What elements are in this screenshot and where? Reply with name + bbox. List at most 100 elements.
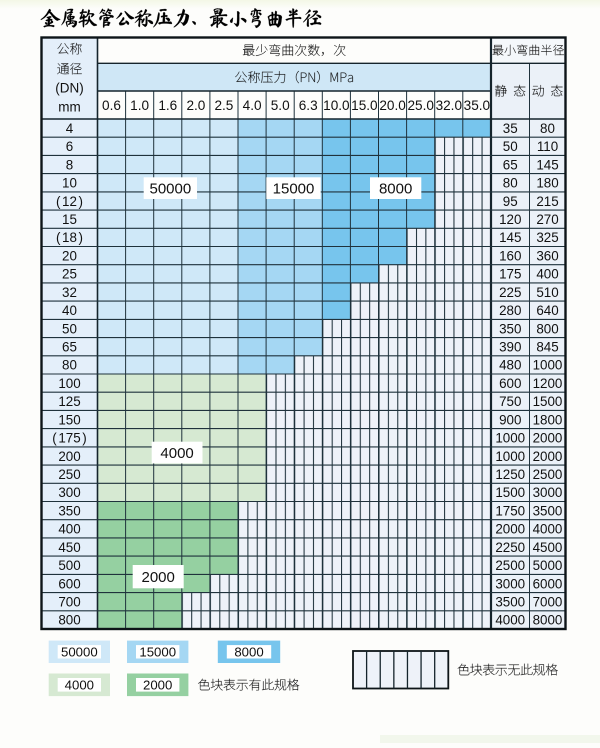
svg-text:1200: 1200 xyxy=(533,376,563,391)
svg-text:15000: 15000 xyxy=(273,180,315,197)
svg-text:50: 50 xyxy=(62,321,77,336)
svg-text:3000: 3000 xyxy=(533,485,563,500)
svg-text:800: 800 xyxy=(536,321,558,336)
svg-text:20: 20 xyxy=(62,248,77,263)
svg-text:6.3: 6.3 xyxy=(299,98,318,113)
svg-text:350: 350 xyxy=(58,503,80,518)
svg-text:150: 150 xyxy=(58,412,80,427)
svg-text:4: 4 xyxy=(66,121,74,136)
svg-text:1000: 1000 xyxy=(533,358,563,373)
svg-text:280: 280 xyxy=(499,303,521,318)
svg-text:50000: 50000 xyxy=(149,180,191,197)
svg-text:6: 6 xyxy=(66,139,73,154)
svg-text:900: 900 xyxy=(499,412,521,427)
svg-text:225: 225 xyxy=(499,285,521,300)
svg-text:110: 110 xyxy=(537,139,558,154)
svg-text:7000: 7000 xyxy=(533,595,563,610)
svg-text:5.0: 5.0 xyxy=(271,98,290,113)
svg-text:400: 400 xyxy=(536,267,558,282)
svg-text:800: 800 xyxy=(58,613,80,628)
svg-text:845: 845 xyxy=(536,340,558,355)
svg-text:35.0: 35.0 xyxy=(464,98,491,113)
svg-text:50000: 50000 xyxy=(61,645,98,660)
svg-text:1500: 1500 xyxy=(533,394,563,409)
svg-text:8000: 8000 xyxy=(234,645,263,660)
svg-text:640: 640 xyxy=(536,303,558,318)
svg-text:120: 120 xyxy=(499,212,521,227)
svg-text:360: 360 xyxy=(536,248,558,263)
svg-text:8000: 8000 xyxy=(533,613,563,628)
svg-text:(12): (12) xyxy=(56,194,83,209)
svg-text:80: 80 xyxy=(540,121,555,136)
svg-text:10.0: 10.0 xyxy=(323,98,350,113)
svg-text:215: 215 xyxy=(536,194,558,209)
svg-text:300: 300 xyxy=(58,485,80,500)
svg-text:2500: 2500 xyxy=(533,467,563,482)
svg-text:25.0: 25.0 xyxy=(407,98,434,113)
svg-text:8000: 8000 xyxy=(379,180,412,197)
svg-text:32.0: 32.0 xyxy=(436,98,463,113)
svg-text:4000: 4000 xyxy=(533,522,563,537)
svg-text:1000: 1000 xyxy=(495,431,525,446)
svg-text:1250: 1250 xyxy=(495,467,525,482)
svg-text:1800: 1800 xyxy=(533,412,563,427)
svg-text:145: 145 xyxy=(499,230,521,245)
svg-text:2000: 2000 xyxy=(533,449,563,464)
svg-text:95: 95 xyxy=(503,194,518,209)
svg-text:325: 325 xyxy=(536,230,558,245)
svg-text:3000: 3000 xyxy=(495,576,525,591)
svg-text:400: 400 xyxy=(58,522,80,537)
svg-text:4000: 4000 xyxy=(160,445,193,462)
svg-text:8: 8 xyxy=(66,157,73,172)
svg-text:145: 145 xyxy=(536,157,558,172)
svg-text:4000: 4000 xyxy=(65,678,94,693)
svg-text:480: 480 xyxy=(499,358,521,373)
svg-text:5000: 5000 xyxy=(533,558,563,573)
svg-text:4.0: 4.0 xyxy=(243,98,262,113)
svg-text:35: 35 xyxy=(503,121,518,136)
svg-text:6000: 6000 xyxy=(533,576,563,591)
svg-text:3500: 3500 xyxy=(495,595,525,610)
svg-text:15.0: 15.0 xyxy=(351,98,378,113)
svg-text:(18): (18) xyxy=(56,230,83,245)
svg-text:0.6: 0.6 xyxy=(102,98,121,113)
svg-text:(175): (175) xyxy=(52,431,86,446)
svg-text:125: 125 xyxy=(58,394,80,409)
svg-text:80: 80 xyxy=(503,176,518,191)
svg-text:15: 15 xyxy=(62,212,77,227)
svg-text:1.0: 1.0 xyxy=(130,98,149,113)
svg-text:100: 100 xyxy=(58,376,80,391)
svg-text:2000: 2000 xyxy=(142,569,175,586)
svg-text:1500: 1500 xyxy=(495,485,525,500)
svg-text:25: 25 xyxy=(62,267,77,282)
svg-text:65: 65 xyxy=(503,157,518,172)
svg-text:2250: 2250 xyxy=(495,540,525,555)
svg-text:15000: 15000 xyxy=(139,645,176,660)
svg-text:2000: 2000 xyxy=(495,522,525,537)
svg-text:250: 250 xyxy=(58,467,80,482)
svg-text:50: 50 xyxy=(503,139,518,154)
svg-text:(DN): (DN) xyxy=(55,81,84,96)
svg-text:200: 200 xyxy=(58,449,80,464)
svg-text:350: 350 xyxy=(499,321,521,336)
svg-text:2000: 2000 xyxy=(143,678,172,693)
svg-text:1750: 1750 xyxy=(495,503,525,518)
svg-text:4500: 4500 xyxy=(533,540,563,555)
svg-text:1.6: 1.6 xyxy=(158,98,177,113)
svg-text:mm: mm xyxy=(58,100,81,115)
svg-text:270: 270 xyxy=(536,212,558,227)
svg-text:65: 65 xyxy=(62,340,77,355)
svg-text:600: 600 xyxy=(499,376,521,391)
svg-text:500: 500 xyxy=(58,558,80,573)
svg-text:10: 10 xyxy=(62,176,77,191)
svg-text:20.0: 20.0 xyxy=(379,98,406,113)
svg-text:1000: 1000 xyxy=(495,449,525,464)
svg-text:2.0: 2.0 xyxy=(186,98,205,113)
svg-text:160: 160 xyxy=(499,248,521,263)
svg-text:40: 40 xyxy=(62,303,77,318)
svg-text:4000: 4000 xyxy=(495,613,525,628)
svg-text:750: 750 xyxy=(499,394,521,409)
svg-text:2.5: 2.5 xyxy=(214,98,233,113)
svg-text:3500: 3500 xyxy=(533,503,563,518)
svg-text:175: 175 xyxy=(499,267,521,282)
